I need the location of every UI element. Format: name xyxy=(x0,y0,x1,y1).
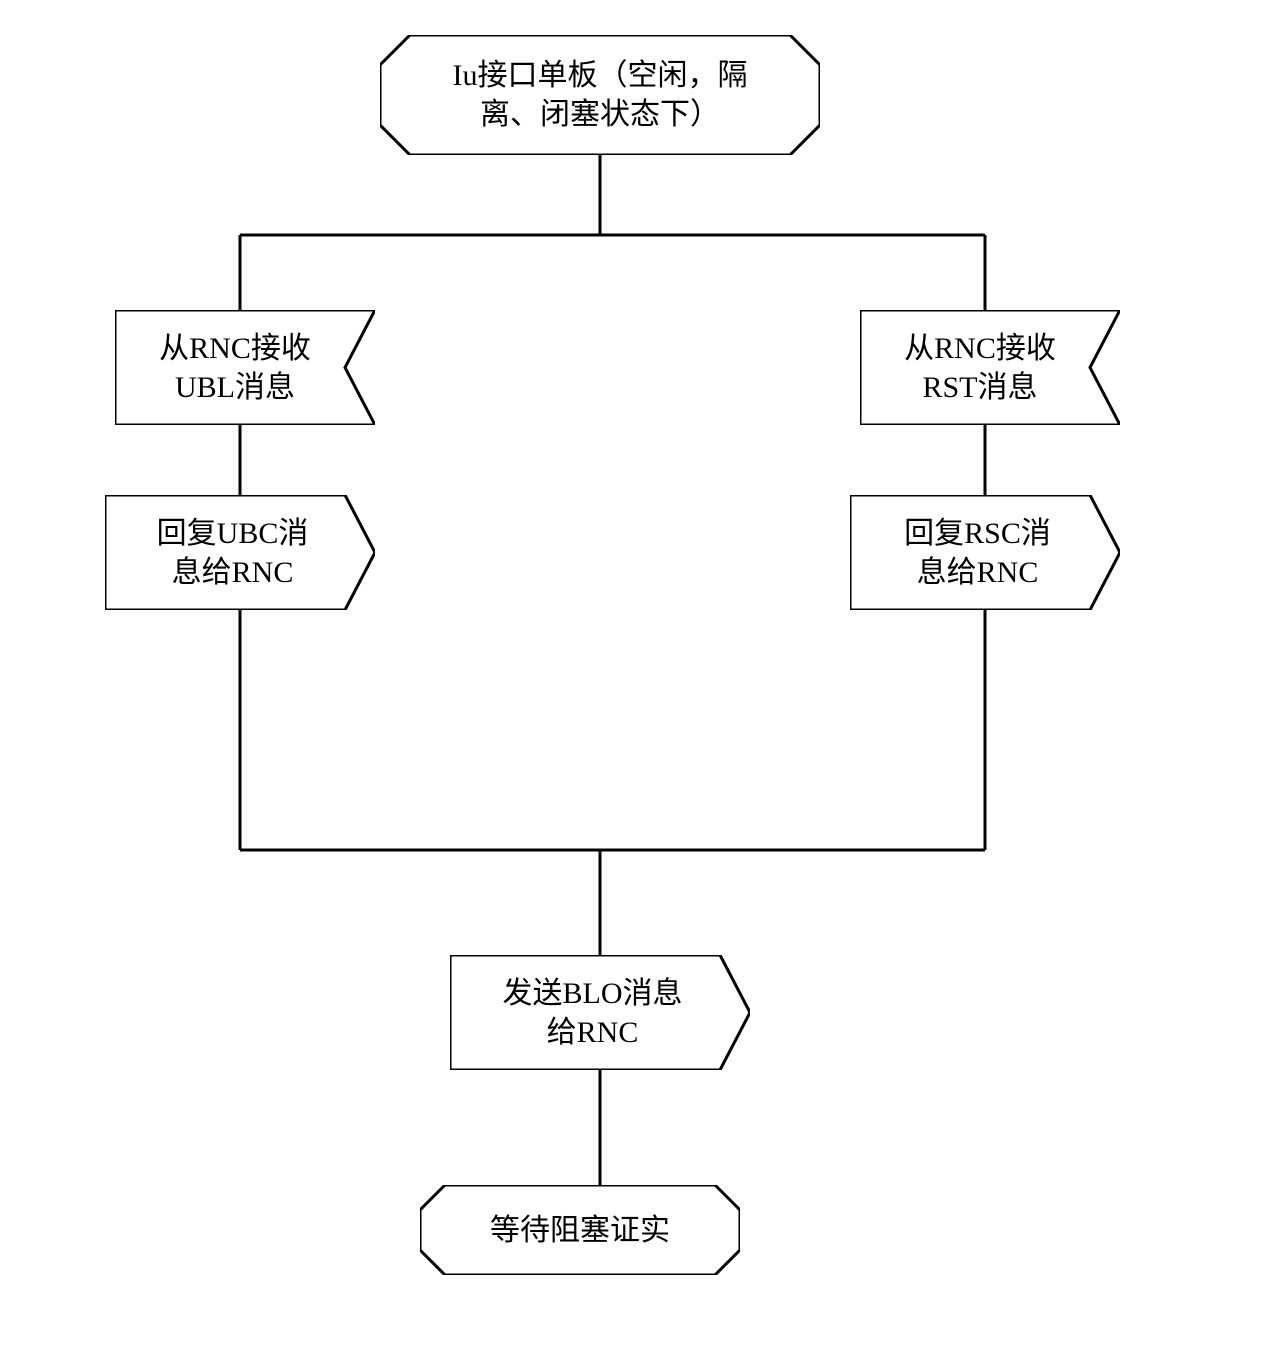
node-recv-rst-label: 从RNC接收 RST消息 xyxy=(904,329,1076,407)
node-end: 等待阻塞证实 xyxy=(420,1185,740,1275)
node-recv-ubl-label: 从RNC接收 UBL消息 xyxy=(159,329,331,407)
connector-lines xyxy=(0,0,1283,1363)
node-send-blo-label: 发送BLO消息 给RNC xyxy=(503,974,698,1052)
node-reply-rsc-label: 回复RSC消 息给RNC xyxy=(904,514,1066,592)
node-send-blo: 发送BLO消息 给RNC xyxy=(450,955,750,1070)
node-start: Iu接口单板（空闲，隔 离、闭塞状态下） xyxy=(380,35,820,155)
node-recv-rst: 从RNC接收 RST消息 xyxy=(860,310,1120,425)
node-reply-ubc-label: 回复UBC消 息给RNC xyxy=(157,514,324,592)
node-reply-rsc: 回复RSC消 息给RNC xyxy=(850,495,1120,610)
node-end-label: 等待阻塞证实 xyxy=(490,1211,670,1250)
node-start-label: Iu接口单板（空闲，隔 离、闭塞状态下） xyxy=(453,56,748,134)
node-reply-ubc: 回复UBC消 息给RNC xyxy=(105,495,375,610)
node-recv-ubl: 从RNC接收 UBL消息 xyxy=(115,310,375,425)
